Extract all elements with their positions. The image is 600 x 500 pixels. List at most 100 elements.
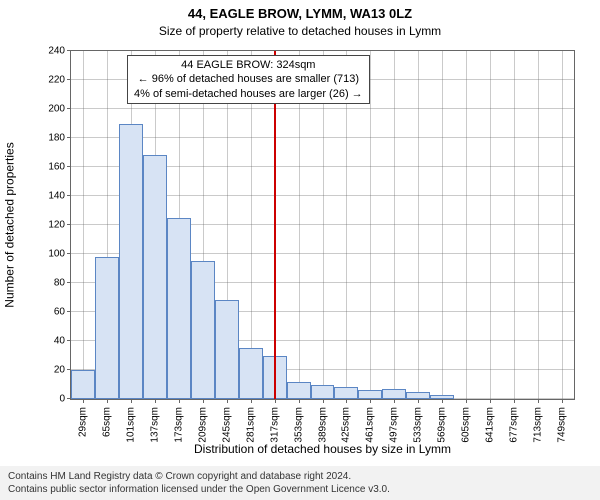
x-tick-label: 29sqm — [77, 403, 88, 437]
gridline-v — [83, 51, 84, 399]
x-tick-mark — [83, 399, 84, 403]
x-tick-mark — [179, 399, 180, 403]
x-tick-mark — [466, 399, 467, 403]
chart-container: Number of detached properties 0204060801… — [0, 40, 600, 460]
histogram-bar — [406, 392, 430, 399]
x-tick-label: 605sqm — [461, 403, 472, 443]
y-tick-mark — [67, 50, 71, 51]
histogram-bar — [71, 370, 95, 399]
y-tick-mark — [67, 108, 71, 109]
page-title-address: 44, EAGLE BROW, LYMM, WA13 0LZ — [0, 6, 600, 21]
y-tick-label: 200 — [48, 104, 71, 115]
gridline-v — [370, 51, 371, 399]
gridline-v — [514, 51, 515, 399]
x-tick-label: 353sqm — [293, 403, 304, 443]
gridline-v — [538, 51, 539, 399]
x-tick-label: 173sqm — [173, 403, 184, 443]
gridline-v — [466, 51, 467, 399]
x-tick-mark — [442, 399, 443, 403]
page-title-subtitle: Size of property relative to detached ho… — [0, 24, 600, 38]
y-tick-label: 120 — [48, 220, 71, 231]
histogram-bar — [334, 387, 358, 399]
y-tick-label: 240 — [48, 46, 71, 57]
gridline-v — [394, 51, 395, 399]
y-tick-label: 0 — [59, 394, 71, 405]
y-tick-label: 100 — [48, 249, 71, 260]
histogram-bar — [119, 124, 143, 400]
plot-area: 02040608010012014016018020022024029sqm65… — [70, 50, 575, 400]
x-tick-mark — [418, 399, 419, 403]
y-tick-mark — [67, 166, 71, 167]
x-tick-mark — [131, 399, 132, 403]
x-axis-label: Distribution of detached houses by size … — [70, 442, 575, 456]
x-tick-mark — [203, 399, 204, 403]
y-tick-mark — [67, 340, 71, 341]
x-tick-label: 137sqm — [149, 403, 160, 443]
x-tick-label: 569sqm — [437, 403, 448, 443]
x-tick-mark — [562, 399, 563, 403]
histogram-bar — [143, 155, 167, 399]
histogram-bar — [311, 385, 335, 400]
y-tick-label: 40 — [54, 336, 71, 347]
histogram-bar — [239, 348, 263, 399]
x-tick-label: 641sqm — [485, 403, 496, 443]
x-tick-label: 425sqm — [341, 403, 352, 443]
y-tick-mark — [67, 224, 71, 225]
x-tick-label: 317sqm — [269, 403, 280, 443]
x-tick-label: 389sqm — [317, 403, 328, 443]
y-tick-label: 60 — [54, 307, 71, 318]
x-tick-mark — [323, 399, 324, 403]
histogram-bar — [95, 257, 119, 399]
x-tick-mark — [514, 399, 515, 403]
annotation-line1: 44 EAGLE BROW: 324sqm — [134, 58, 363, 72]
y-tick-label: 180 — [48, 133, 71, 144]
x-tick-label: 461sqm — [365, 403, 376, 443]
y-tick-mark — [67, 79, 71, 80]
footer-line2: Contains public sector information licen… — [8, 483, 592, 496]
footer: Contains HM Land Registry data © Crown c… — [0, 466, 600, 500]
y-tick-label: 20 — [54, 365, 71, 376]
gridline-v — [490, 51, 491, 399]
y-tick-label: 220 — [48, 75, 71, 86]
y-tick-label: 80 — [54, 278, 71, 289]
y-tick-mark — [67, 311, 71, 312]
x-tick-label: 209sqm — [197, 403, 208, 443]
annotation-box: 44 EAGLE BROW: 324sqm ← 96% of detached … — [127, 55, 370, 104]
y-axis-label: Number of detached properties — [0, 40, 20, 410]
x-tick-label: 533sqm — [413, 403, 424, 443]
x-tick-label: 713sqm — [533, 403, 544, 443]
x-tick-mark — [107, 399, 108, 403]
gridline-v — [562, 51, 563, 399]
x-tick-mark — [394, 399, 395, 403]
x-tick-mark — [490, 399, 491, 403]
x-tick-mark — [370, 399, 371, 403]
y-tick-label: 140 — [48, 191, 71, 202]
x-tick-mark — [227, 399, 228, 403]
annotation-line3: 4% of semi-detached houses are larger (2… — [134, 87, 363, 101]
histogram-bar — [382, 389, 406, 399]
x-tick-label: 101sqm — [125, 403, 136, 443]
y-tick-mark — [67, 195, 71, 196]
gridline-v — [442, 51, 443, 399]
x-tick-label: 281sqm — [245, 403, 256, 443]
histogram-bar — [167, 218, 191, 399]
x-tick-mark — [299, 399, 300, 403]
x-tick-label: 245sqm — [221, 403, 232, 443]
y-tick-mark — [67, 137, 71, 138]
x-tick-mark — [346, 399, 347, 403]
y-tick-label: 160 — [48, 162, 71, 173]
histogram-bar — [191, 261, 215, 399]
histogram-bar — [215, 300, 239, 399]
histogram-bar — [358, 390, 382, 399]
footer-line1: Contains HM Land Registry data © Crown c… — [8, 470, 592, 483]
x-tick-label: 749sqm — [557, 403, 568, 443]
x-tick-label: 677sqm — [509, 403, 520, 443]
gridline-v — [418, 51, 419, 399]
x-tick-mark — [275, 399, 276, 403]
x-tick-label: 497sqm — [389, 403, 400, 443]
x-tick-mark — [251, 399, 252, 403]
x-tick-label: 65sqm — [101, 403, 112, 437]
y-tick-mark — [67, 253, 71, 254]
histogram-bar — [287, 382, 311, 399]
annotation-line2: ← 96% of detached houses are smaller (71… — [134, 72, 363, 86]
